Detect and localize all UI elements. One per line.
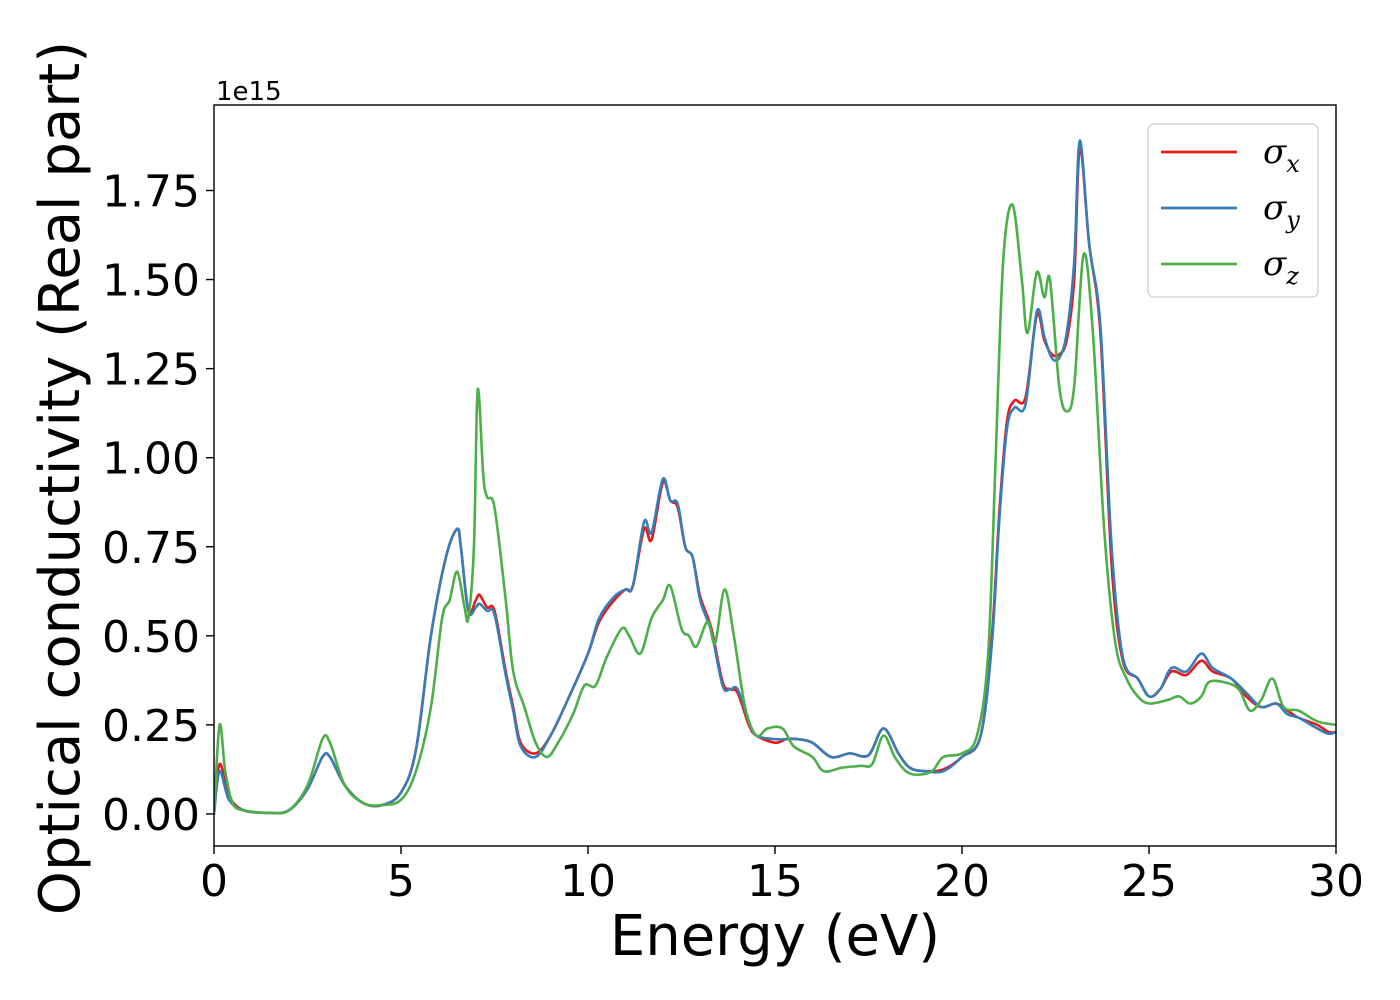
y-axis: 0.00 0.25 0.50 0.75 1.00 1.25 1.50 1.75 — [102, 167, 214, 841]
x-tick-label: 0 — [200, 856, 228, 907]
y-tick-label: 0.50 — [102, 612, 200, 663]
y-axis-title: Optical conductivity (Real part) — [28, 41, 93, 915]
x-tick-label: 15 — [747, 856, 803, 907]
y-tick-label: 1.50 — [102, 256, 200, 307]
series-line-y — [214, 139, 1336, 816]
y-tick-label: 0.75 — [102, 523, 200, 574]
y-tick-label: 0.25 — [102, 701, 200, 752]
x-tick-label: 25 — [1121, 856, 1177, 907]
legend-label-y: σy — [1263, 188, 1300, 234]
legend-label-x: σx — [1263, 132, 1300, 178]
legend: σx σy σz — [1147, 123, 1319, 298]
y-tick-label: 1.00 — [102, 434, 200, 485]
x-axis: 0 5 10 15 20 25 30 — [200, 846, 1364, 907]
y-tick-label: 1.75 — [102, 167, 200, 218]
x-axis-title: Energy (eV) — [610, 904, 940, 969]
x-tick-label: 30 — [1308, 856, 1364, 907]
y-tick-label: 1.25 — [102, 345, 200, 396]
legend-label-z: σz — [1263, 244, 1299, 290]
series-line-z — [214, 203, 1336, 816]
y-tick-label: 0.00 — [102, 790, 200, 841]
x-tick-label: 10 — [560, 856, 616, 907]
legend-box — [1147, 123, 1319, 298]
x-tick-label: 20 — [934, 856, 990, 907]
x-tick-label: 5 — [387, 856, 415, 907]
series-layer — [214, 139, 1336, 816]
y-offset-label: 1e15 — [216, 77, 282, 107]
